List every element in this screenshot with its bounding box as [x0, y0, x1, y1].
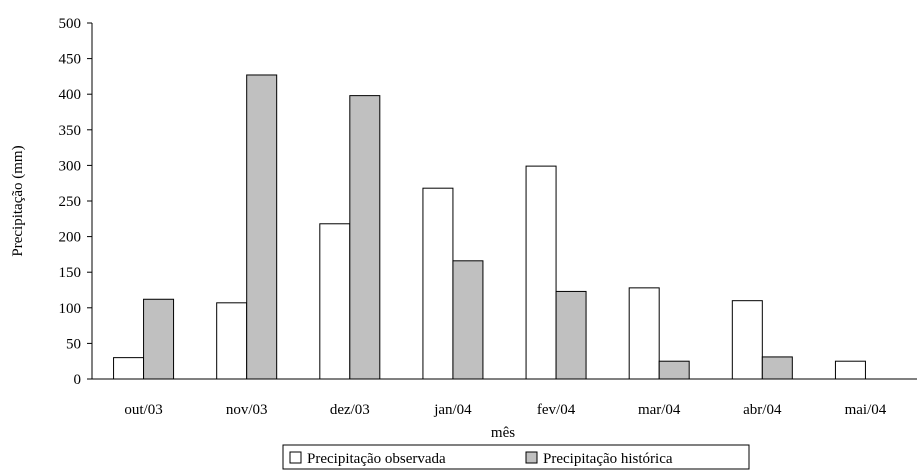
bar-observada: [731, 300, 763, 380]
bars: [113, 74, 866, 380]
x-tick-label: dez/03: [330, 402, 370, 418]
bar-observada: [319, 223, 351, 380]
y-tick-label: 150: [59, 265, 82, 281]
y-tick-label: 350: [59, 123, 82, 139]
x-tick-label: out/03: [124, 402, 162, 418]
bar-historica: [143, 298, 175, 380]
x-tick-label: fev/04: [537, 402, 576, 418]
legend-label-historica: Precipitação histórica: [543, 451, 673, 467]
y-tick-label: 400: [59, 87, 82, 103]
y-tick-label: 50: [66, 336, 81, 352]
x-axis-ticks: out/03 nov/03 dez/03 jan/04 fev/04 mar/04 abr/…: [124, 402, 886, 418]
legend-box: [282, 444, 750, 470]
bar-observada: [422, 187, 454, 380]
y-tick-label: 500: [59, 16, 82, 32]
legend-swatch-historica: [525, 451, 538, 464]
bar-historica: [555, 290, 587, 380]
y-tick-label: 250: [59, 194, 82, 210]
x-tick-label: jan/04: [433, 402, 472, 418]
y-axis-ticks: 0 50 100 150 200 250 300 350 400 450 500: [59, 16, 92, 388]
bar-observada: [216, 302, 248, 380]
bar-historica: [452, 260, 484, 380]
bar-observada: [628, 287, 660, 380]
y-tick-label: 450: [59, 52, 82, 68]
x-tick-label: mar/04: [638, 402, 681, 418]
y-tick-label: 0: [74, 372, 82, 388]
bar-historica: [658, 360, 690, 380]
x-tick-label: mai/04: [845, 402, 887, 418]
bar-historica: [246, 74, 278, 380]
y-axis-title: Precipitação (mm): [10, 145, 26, 256]
bar-observada: [834, 360, 866, 380]
legend-label-observada: Precipitação observada: [307, 451, 446, 467]
y-tick-label: 200: [59, 230, 82, 246]
x-tick-label: nov/03: [226, 402, 268, 418]
bar-observada: [113, 357, 145, 380]
legend: Precipitação observada Precipitação hist…: [282, 444, 750, 470]
x-tick-label: abr/04: [743, 402, 782, 418]
y-tick-label: 100: [59, 301, 82, 317]
y-tick-label: 300: [59, 158, 82, 174]
legend-swatch-observada: [289, 451, 302, 464]
bar-observada: [525, 165, 557, 380]
bar-historica: [349, 95, 381, 380]
bar-historica: [761, 356, 793, 380]
x-axis-title: mês: [491, 425, 515, 441]
